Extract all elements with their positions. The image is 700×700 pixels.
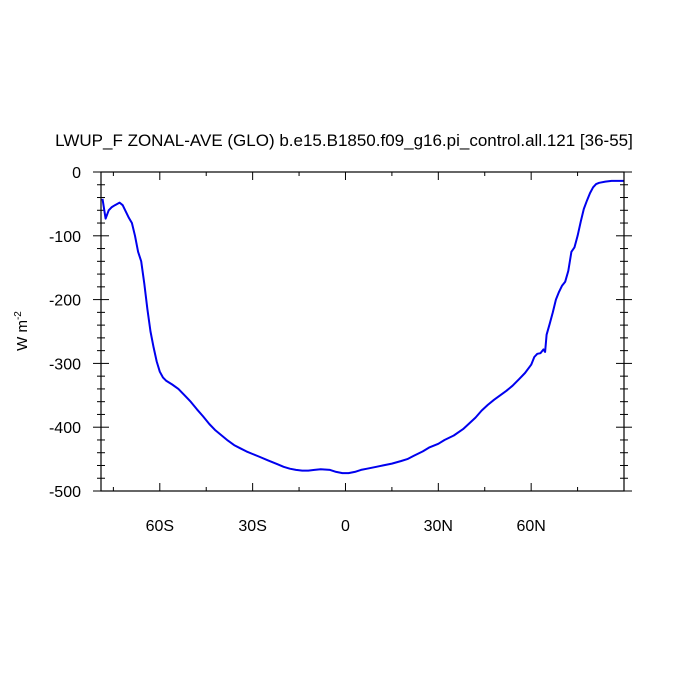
y-tick-label: -100 — [49, 229, 81, 246]
x-tick-label: 60N — [516, 518, 545, 535]
series-line — [101, 179, 624, 475]
tick-labels: 0 -100 -200 -300 -400 -500 60S 30S 0 30N 60N — [49, 165, 546, 535]
y-axis-label-base: W m — [14, 320, 31, 351]
plot-frame — [100, 171, 625, 492]
x-tick-label: 60S — [146, 518, 174, 535]
y-tick-label: 0 — [72, 165, 81, 182]
x-tick-label: 0 — [341, 518, 350, 535]
y-axis-label-exponent: -2 — [13, 311, 24, 320]
x-tick-label: 30N — [424, 518, 453, 535]
data-series — [101, 179, 624, 475]
y-tick-label: -500 — [49, 484, 81, 501]
axis-ticks — [93, 171, 632, 492]
y-tick-label: -400 — [49, 420, 81, 437]
y-tick-label: -300 — [49, 356, 81, 373]
x-tick-label: 30S — [238, 518, 266, 535]
chart-title: LWUP_F ZONAL-AVE (GLO) b.e15.B1850.f09_g… — [55, 131, 633, 150]
y-tick-label: -200 — [49, 293, 81, 310]
y-axis-label: W m-2 — [13, 311, 31, 351]
